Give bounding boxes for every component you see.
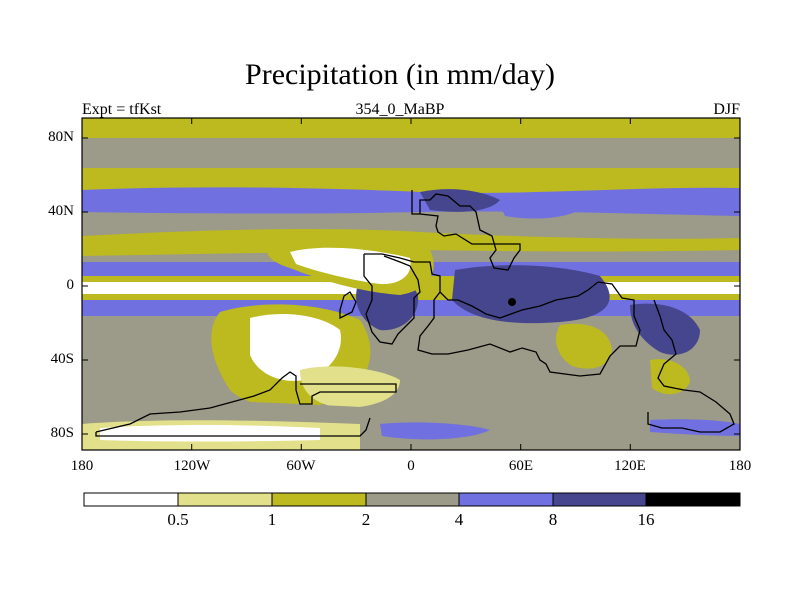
colorbar-box-1 (83, 492, 179, 507)
lat-label-80s: 80S (50, 425, 74, 441)
lon-label-120w: 120W (173, 458, 211, 474)
experiment-label: Expt = tfKst (82, 101, 162, 118)
colorbar-label-2: 2 (361, 510, 371, 529)
lat-label-40s: 40S (50, 351, 74, 367)
colorbar-box-4 (365, 492, 460, 507)
map-title: Precipitation (in mm/day) (245, 58, 555, 91)
colorbar-box-6 (552, 492, 647, 507)
season-label: DJF (713, 101, 740, 118)
colorbar-label-1: 1 (267, 510, 277, 529)
lon-label-180e: 180 (728, 458, 752, 474)
lon-label-60w: 60W (286, 458, 316, 474)
lon-label-180w: 180 (70, 458, 94, 474)
colorbar-box-2 (177, 492, 273, 507)
lon-label-0: 0 (407, 458, 415, 474)
lon-label-60e: 60E (508, 458, 534, 474)
lat-label-40n: 40N (48, 203, 74, 219)
contour-fill (82, 118, 740, 450)
colorbar-box-7 (645, 492, 741, 507)
colorbar-box-3 (271, 492, 367, 507)
lat-label-80n: 80N (48, 129, 74, 145)
period-label: 354_0_MaBP (355, 101, 445, 118)
lon-label-120e: 120E (614, 458, 646, 474)
colorbar-box-5 (458, 492, 554, 507)
lat-label-0: 0 (66, 277, 75, 293)
colorbar-label-0-5: 0.5 (167, 510, 189, 529)
colorbar (83, 492, 741, 507)
colorbar-label-4: 4 (454, 510, 464, 529)
colorbar-label-16: 16 (637, 510, 655, 529)
axis-ticks (82, 118, 740, 450)
colorbar-label-8: 8 (548, 510, 558, 529)
land-outlines (95, 190, 735, 437)
